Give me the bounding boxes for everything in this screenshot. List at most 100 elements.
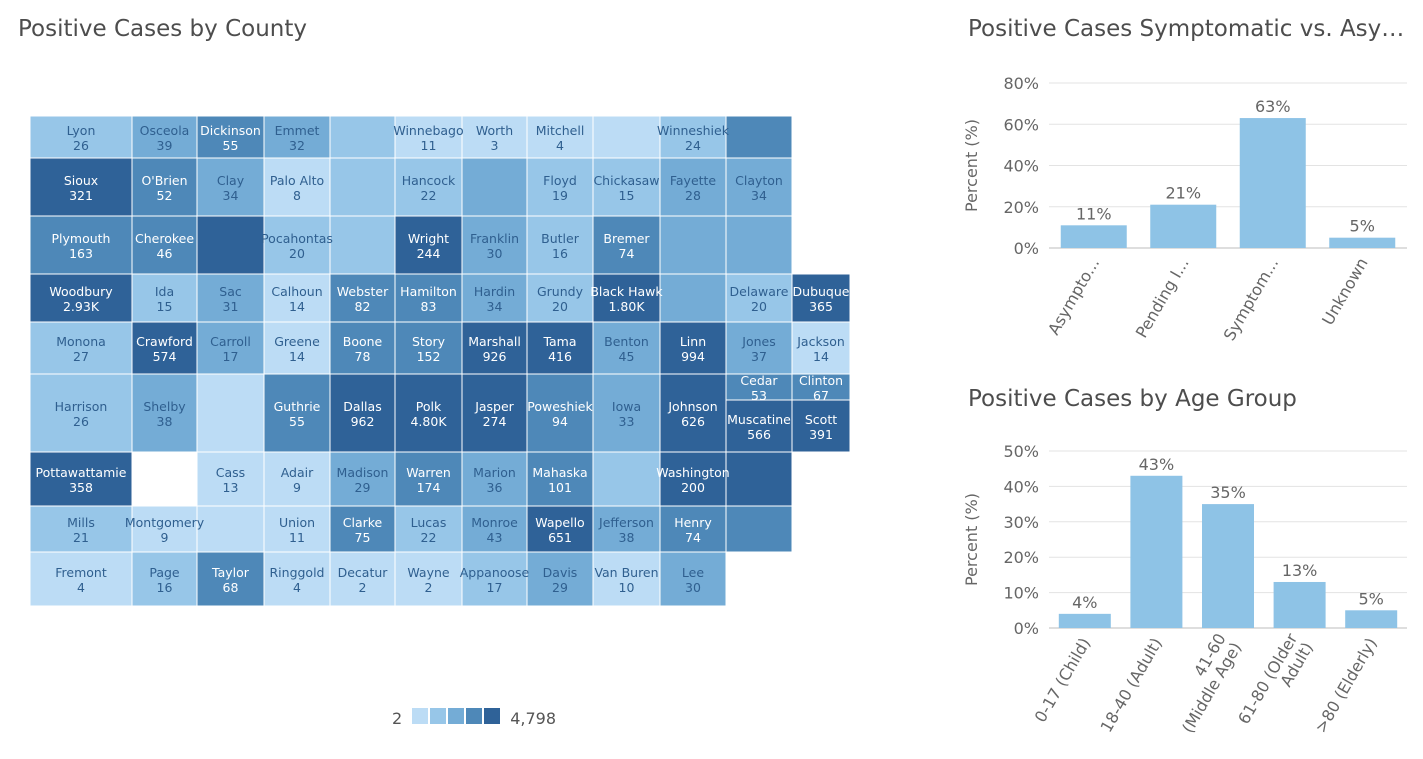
- county-name-label: Sac: [219, 284, 242, 299]
- county-tama[interactable]: [526, 321, 594, 375]
- county-clinton[interactable]: [791, 373, 851, 401]
- age-bar-chart: 0% 10% 20% 30% 40% 50% Percent (%) 4% 0-17 (Chil…: [965, 442, 1407, 737]
- county-montgomery[interactable]: [131, 505, 198, 553]
- county-jasper[interactable]: [461, 373, 528, 453]
- county-fayette[interactable]: [659, 157, 727, 217]
- county-mitchell[interactable]: [526, 115, 594, 159]
- county-cell[interactable]: [196, 505, 265, 553]
- county-cell[interactable]: [725, 215, 793, 275]
- county-cell[interactable]: [329, 215, 396, 275]
- county-adair[interactable]: [263, 451, 331, 507]
- county-linn[interactable]: [659, 321, 727, 375]
- bar[interactable]: [1202, 504, 1254, 628]
- county-cell[interactable]: [196, 373, 265, 453]
- county-floyd[interactable]: [526, 157, 594, 217]
- county-cell[interactable]: [725, 505, 793, 553]
- county-dickinson[interactable]: [196, 115, 265, 159]
- county-fremont[interactable]: [29, 551, 133, 607]
- county-calhoun[interactable]: [263, 273, 331, 323]
- bar[interactable]: [1239, 118, 1306, 248]
- county-johnson[interactable]: [659, 373, 727, 453]
- county-name-label: Page: [149, 565, 180, 580]
- county-davis[interactable]: [526, 551, 594, 607]
- county-hardin[interactable]: [461, 273, 528, 323]
- county-name-label: Wayne: [407, 565, 450, 580]
- county-pottawattamie[interactable]: [29, 451, 133, 507]
- county-sioux[interactable]: [29, 157, 133, 217]
- county-clayton[interactable]: [725, 157, 793, 217]
- county-sac[interactable]: [196, 273, 265, 323]
- county-mahaska[interactable]: [526, 451, 594, 507]
- county-cell[interactable]: [725, 115, 793, 159]
- bar[interactable]: [1345, 610, 1398, 628]
- county-winnebago[interactable]: [394, 115, 463, 159]
- county-lee[interactable]: [659, 551, 727, 607]
- county-union[interactable]: [263, 505, 331, 553]
- county-lyon[interactable]: [29, 115, 133, 159]
- county-osceola[interactable]: [131, 115, 198, 159]
- county-black-hawk[interactable]: [592, 273, 661, 323]
- county-hamilton[interactable]: [394, 273, 463, 323]
- county-crawford[interactable]: [131, 321, 198, 375]
- county-chickasaw[interactable]: [592, 157, 661, 217]
- county-lucas[interactable]: [394, 505, 463, 553]
- category-label-line: Symptom...: [1220, 255, 1283, 344]
- county-henry[interactable]: [659, 505, 727, 553]
- county-appanoose[interactable]: [461, 551, 528, 607]
- county-madison[interactable]: [329, 451, 396, 507]
- county-name-label: Black Hawk: [590, 284, 663, 299]
- county-wayne[interactable]: [394, 551, 463, 607]
- county-cell[interactable]: [461, 157, 528, 217]
- bar[interactable]: [1058, 613, 1111, 628]
- bar[interactable]: [1329, 237, 1396, 248]
- county-boone[interactable]: [329, 321, 396, 375]
- county-winneshiek[interactable]: [659, 115, 727, 159]
- county-wright[interactable]: [394, 215, 463, 275]
- category-label-line: >80 (Elderly): [1311, 635, 1381, 737]
- county-clay[interactable]: [196, 157, 265, 217]
- county-shelby[interactable]: [131, 373, 198, 453]
- county-cell[interactable]: [659, 273, 727, 323]
- county-mills[interactable]: [29, 505, 133, 553]
- county-story[interactable]: [394, 321, 463, 375]
- county-bremer[interactable]: [592, 215, 661, 275]
- county-muscatine[interactable]: [725, 399, 793, 453]
- county-monona[interactable]: [29, 321, 133, 375]
- county-iowa[interactable]: [592, 373, 661, 453]
- county-taylor[interactable]: [196, 551, 265, 607]
- county-cedar[interactable]: [725, 373, 793, 401]
- county-name-label: Cedar: [740, 373, 778, 388]
- county-wapello[interactable]: [526, 505, 594, 553]
- county-jones[interactable]: [725, 321, 793, 375]
- county-monroe[interactable]: [461, 505, 528, 553]
- county-page[interactable]: [131, 551, 198, 607]
- county-dubuque[interactable]: [791, 273, 851, 323]
- bar[interactable]: [1150, 204, 1217, 248]
- bar[interactable]: [1060, 225, 1127, 248]
- county-plymouth[interactable]: [29, 215, 133, 275]
- county-carroll[interactable]: [196, 321, 265, 375]
- county-greene[interactable]: [263, 321, 331, 375]
- county-cell[interactable]: [592, 451, 661, 507]
- county-cases-label: 926: [483, 349, 507, 364]
- county-name-label: Butler: [541, 231, 580, 246]
- county-franklin[interactable]: [461, 215, 528, 275]
- county-warren[interactable]: [394, 451, 463, 507]
- bar[interactable]: [1273, 581, 1326, 628]
- county-name-label: Marshall: [468, 334, 521, 349]
- bar[interactable]: [1130, 475, 1183, 628]
- county-cell[interactable]: [725, 451, 793, 507]
- county-cass[interactable]: [196, 451, 265, 507]
- county-ringgold[interactable]: [263, 551, 331, 607]
- county-hancock[interactable]: [394, 157, 463, 217]
- county-cell[interactable]: [329, 157, 396, 217]
- county-marion[interactable]: [461, 451, 528, 507]
- county-benton[interactable]: [592, 321, 661, 375]
- county-cell[interactable]: [592, 115, 661, 159]
- county-cell[interactable]: [196, 215, 265, 275]
- county-cell[interactable]: [329, 115, 396, 159]
- county-scott[interactable]: [791, 399, 851, 453]
- county-guthrie[interactable]: [263, 373, 331, 453]
- county-cell[interactable]: [659, 215, 727, 275]
- county-decatur[interactable]: [329, 551, 396, 607]
